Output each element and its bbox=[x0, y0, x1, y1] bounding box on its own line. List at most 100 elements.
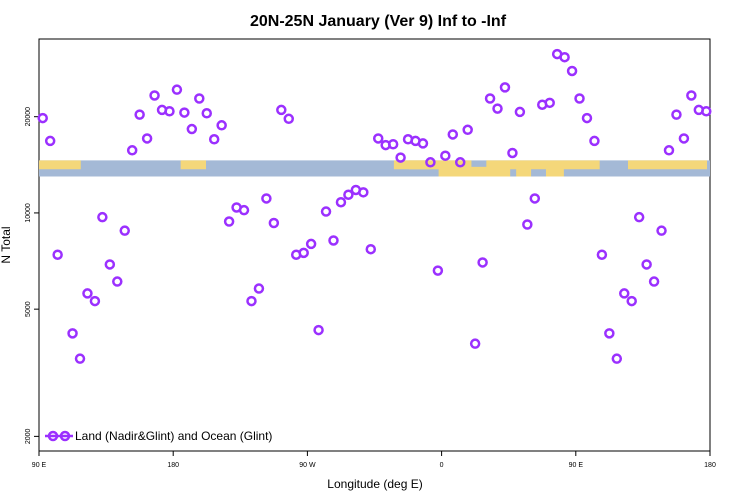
data-point bbox=[544, 97, 555, 109]
data-point bbox=[701, 105, 712, 117]
data-point bbox=[253, 283, 265, 294]
data-point bbox=[104, 259, 116, 270]
land-band bbox=[627, 160, 708, 170]
data-point bbox=[179, 107, 190, 118]
data-point bbox=[619, 288, 630, 299]
data-point bbox=[492, 103, 503, 114]
data-point bbox=[141, 133, 153, 144]
data-point bbox=[134, 109, 145, 120]
data-point bbox=[395, 152, 406, 163]
data-point bbox=[246, 295, 257, 307]
data-point bbox=[82, 288, 93, 299]
data-point bbox=[611, 353, 623, 364]
land-band bbox=[408, 160, 472, 170]
legend-label: Land (Nadir&Glint) and Ocean (Glint) bbox=[75, 429, 272, 443]
data-point bbox=[559, 51, 570, 63]
x-tick-label: 0 bbox=[440, 462, 444, 469]
data-point bbox=[343, 189, 354, 200]
data-point bbox=[67, 328, 78, 339]
data-point bbox=[484, 93, 496, 104]
data-point bbox=[596, 249, 608, 260]
data-point bbox=[126, 145, 138, 156]
data-point bbox=[313, 324, 324, 336]
data-point bbox=[477, 257, 488, 268]
data-point bbox=[186, 123, 198, 135]
data-point bbox=[74, 353, 86, 364]
data-point bbox=[507, 147, 518, 159]
x-tick-label: 90 E bbox=[32, 462, 47, 469]
data-point bbox=[298, 247, 309, 259]
data-point bbox=[678, 133, 690, 144]
data-point bbox=[447, 129, 459, 140]
data-point bbox=[223, 216, 235, 227]
data-point bbox=[671, 109, 682, 120]
data-point bbox=[335, 196, 347, 208]
data-point bbox=[462, 124, 473, 136]
data-point bbox=[201, 108, 212, 119]
data-point bbox=[663, 145, 675, 156]
data-point bbox=[566, 65, 578, 77]
data-point bbox=[425, 157, 436, 168]
data-point bbox=[469, 338, 481, 349]
data-point bbox=[358, 187, 369, 198]
plot-frame bbox=[38, 38, 711, 452]
data-point bbox=[149, 90, 160, 101]
data-point bbox=[194, 93, 205, 104]
y-tick-label: 20000 bbox=[25, 107, 32, 127]
data-point bbox=[320, 206, 332, 217]
data-point bbox=[328, 235, 339, 246]
data-point bbox=[641, 259, 652, 270]
data-point bbox=[238, 204, 250, 216]
data-point bbox=[44, 135, 56, 147]
land-band bbox=[486, 160, 600, 170]
data-point bbox=[89, 295, 101, 307]
y-axis: 2000 5000 10000 20000 bbox=[25, 107, 39, 444]
data-points bbox=[37, 48, 712, 364]
data-point bbox=[112, 276, 123, 287]
data-point bbox=[432, 265, 444, 276]
data-point bbox=[261, 193, 272, 204]
data-point bbox=[522, 219, 533, 230]
y-tick-label: 2000 bbox=[25, 428, 32, 444]
y-axis-label: N Total bbox=[0, 226, 13, 263]
land-band bbox=[180, 160, 207, 170]
land-band bbox=[545, 166, 564, 177]
x-axis: 90 E 180 90 W 0 90 E 180 bbox=[32, 451, 716, 469]
data-point bbox=[97, 211, 108, 223]
data-point bbox=[171, 84, 183, 95]
x-tick-label: 90 W bbox=[299, 462, 316, 469]
data-point bbox=[276, 104, 287, 116]
data-point bbox=[514, 106, 526, 118]
data-point bbox=[305, 238, 317, 250]
data-point bbox=[387, 138, 399, 150]
data-point bbox=[268, 217, 280, 229]
data-point bbox=[589, 135, 600, 147]
data-point bbox=[656, 225, 667, 236]
land-band bbox=[516, 166, 532, 177]
data-point bbox=[574, 93, 585, 104]
y-tick-label: 10000 bbox=[25, 203, 32, 223]
data-point bbox=[581, 112, 593, 124]
data-point bbox=[440, 150, 451, 161]
data-point bbox=[164, 105, 175, 117]
data-point bbox=[604, 328, 615, 339]
land-band bbox=[39, 160, 81, 170]
data-point bbox=[283, 113, 295, 125]
data-point bbox=[37, 112, 48, 124]
data-point bbox=[499, 82, 511, 93]
data-point bbox=[417, 138, 429, 149]
data-point bbox=[372, 133, 384, 144]
data-point bbox=[626, 295, 637, 307]
data-point bbox=[52, 249, 63, 260]
legend-marker bbox=[59, 430, 71, 442]
x-tick-label: 180 bbox=[704, 462, 716, 469]
y-tick-label: 5000 bbox=[25, 301, 32, 317]
data-point bbox=[208, 134, 220, 145]
data-point bbox=[686, 90, 697, 101]
x-tick-label: 180 bbox=[167, 462, 179, 469]
x-tick-label: 90 E bbox=[569, 462, 584, 469]
data-point bbox=[454, 157, 466, 168]
data-point bbox=[216, 120, 227, 131]
land-ocean-strip bbox=[39, 160, 710, 177]
